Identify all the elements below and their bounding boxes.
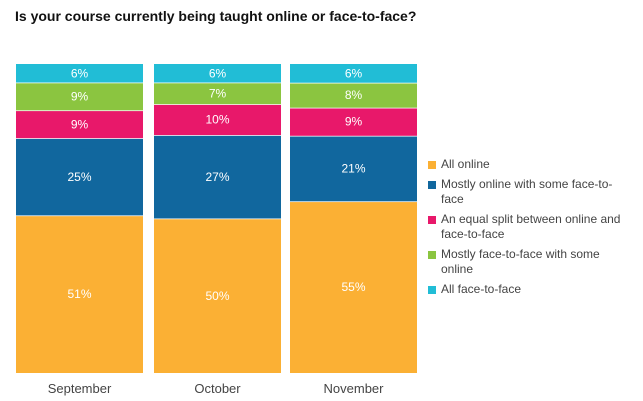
bar-segment-november-4 bbox=[290, 64, 417, 83]
legend-item-4: All face-to-face bbox=[428, 282, 628, 297]
data-label-november-4: 6% bbox=[345, 66, 363, 80]
bar-segment-november-1 bbox=[290, 135, 417, 202]
bar-segment-november-0 bbox=[290, 201, 417, 373]
segment-divider bbox=[154, 134, 281, 136]
legend-item-3: Mostly face-to-face with some online bbox=[428, 247, 628, 277]
data-label-september-0: 51% bbox=[67, 287, 91, 301]
bar-segment-november-3 bbox=[290, 82, 417, 108]
legend-swatch bbox=[428, 251, 436, 259]
legend-swatch bbox=[428, 161, 436, 169]
data-label-november-1: 21% bbox=[341, 162, 365, 176]
legend-swatch bbox=[428, 216, 436, 224]
legend-label: Mostly face-to-face with some online bbox=[441, 247, 600, 276]
bar-segment-september-4 bbox=[16, 64, 143, 83]
data-label-november-2: 9% bbox=[345, 115, 363, 129]
data-label-november-0: 55% bbox=[341, 280, 365, 294]
chart-title: Is your course currently being taught on… bbox=[15, 8, 417, 24]
bar-segment-september-0 bbox=[16, 215, 143, 373]
legend-item-1: Mostly online with some face-to-face bbox=[428, 177, 628, 207]
legend-label: An equal split between online and face-t… bbox=[441, 212, 621, 241]
bar-segment-september-1 bbox=[16, 138, 143, 216]
bar-segment-november-2 bbox=[290, 107, 417, 136]
bar-segment-september-2 bbox=[16, 110, 143, 139]
category-label-september: September bbox=[48, 381, 112, 396]
legend-item-2: An equal split between online and face-t… bbox=[428, 212, 628, 242]
data-label-october-4: 6% bbox=[209, 66, 227, 80]
legend-label: All face-to-face bbox=[441, 282, 522, 296]
legend-item-0: All online bbox=[428, 157, 628, 172]
legend-label: Mostly online with some face-to-face bbox=[441, 177, 613, 206]
bar-segment-october-3 bbox=[154, 82, 281, 105]
legend-swatch bbox=[428, 286, 436, 294]
bar-segment-september-3 bbox=[16, 82, 143, 111]
data-label-november-3: 8% bbox=[345, 88, 363, 102]
data-label-october-1: 27% bbox=[205, 170, 229, 184]
data-label-october-2: 10% bbox=[205, 113, 229, 127]
data-label-september-2: 9% bbox=[71, 117, 89, 131]
bar-segment-october-0 bbox=[154, 218, 281, 373]
data-label-october-3: 7% bbox=[209, 86, 227, 100]
bar-segment-october-1 bbox=[154, 135, 281, 219]
bar-segment-october-2 bbox=[154, 104, 281, 136]
legend: All online Mostly online with some face-t… bbox=[428, 157, 628, 302]
data-label-september-1: 25% bbox=[67, 170, 91, 184]
bar-segment-october-4 bbox=[154, 64, 281, 83]
legend-swatch bbox=[428, 181, 436, 189]
data-label-september-4: 6% bbox=[71, 66, 89, 80]
data-label-september-3: 9% bbox=[71, 89, 89, 103]
category-label-november: November bbox=[324, 381, 385, 396]
legend-label: All online bbox=[441, 157, 490, 171]
data-label-october-0: 50% bbox=[205, 289, 229, 303]
category-label-october: October bbox=[194, 381, 241, 396]
